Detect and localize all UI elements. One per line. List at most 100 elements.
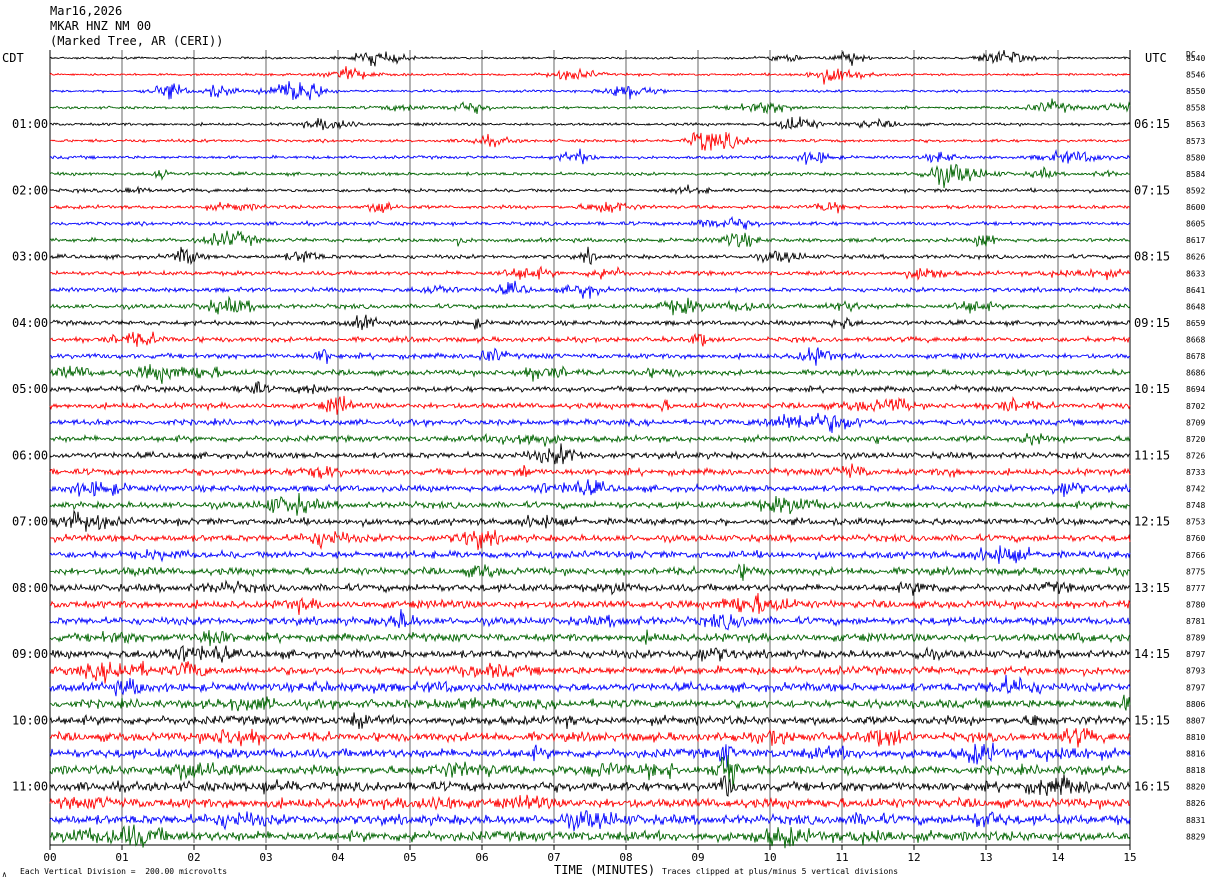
- trace-row: [49, 314, 1131, 331]
- left-time-label: 11:00: [12, 780, 48, 794]
- trace-row: [49, 645, 1131, 663]
- dc-value: 8540: [1186, 54, 1205, 63]
- trace-row: [49, 509, 1131, 532]
- dc-value: 8777: [1186, 584, 1205, 593]
- x-tick-label: 09: [691, 851, 704, 864]
- trace-row: [49, 395, 1131, 415]
- left-time-label: 05:00: [12, 382, 48, 396]
- plot-date: Mar16,2026: [50, 4, 123, 18]
- dc-value: 8797: [1186, 650, 1205, 659]
- trace-row: [49, 674, 1131, 697]
- trace-row: [49, 712, 1131, 730]
- dc-value: 8793: [1186, 667, 1205, 676]
- dc-value: 8600: [1186, 203, 1205, 212]
- x-tick-label: 08: [619, 851, 632, 864]
- dc-value: 8550: [1186, 87, 1205, 96]
- right-time-label: 15:15: [1134, 713, 1170, 727]
- right-time-label: 07:15: [1134, 183, 1170, 197]
- dc-value: 8781: [1186, 617, 1205, 626]
- dc-value: 8573: [1186, 137, 1205, 146]
- right-time-label: 08:15: [1134, 250, 1170, 264]
- right-time-label: 10:15: [1134, 382, 1170, 396]
- x-tick-label: 11: [835, 851, 848, 864]
- trace-row: [49, 629, 1131, 647]
- dc-value: 8760: [1186, 534, 1205, 543]
- right-time-label: 12:15: [1134, 515, 1170, 529]
- dc-value: 8580: [1186, 153, 1205, 162]
- dc-value: 8829: [1186, 832, 1205, 841]
- dc-value: 8826: [1186, 799, 1205, 808]
- trace-row: [49, 331, 1131, 347]
- right-time-label: 14:15: [1134, 647, 1170, 661]
- dc-value: 8818: [1186, 766, 1205, 775]
- right-time-label: 13:15: [1134, 581, 1170, 595]
- trace-row: [49, 381, 1131, 395]
- x-tick-label: 05: [403, 851, 416, 864]
- x-tick-label: 12: [907, 851, 920, 864]
- dc-value: 8659: [1186, 319, 1205, 328]
- dc-value: 8806: [1186, 700, 1205, 709]
- x-tick-label: 13: [979, 851, 992, 864]
- station-id: MKAR HNZ NM 00: [50, 19, 152, 33]
- x-tick-label: 00: [43, 851, 56, 864]
- dc-value: 8641: [1186, 286, 1205, 295]
- trace-row: [49, 163, 1131, 188]
- dc-value: 8797: [1186, 683, 1205, 692]
- x-tick-label: 15: [1123, 851, 1136, 864]
- dc-value: 8807: [1186, 716, 1205, 725]
- x-tick-label: 07: [547, 851, 560, 864]
- dc-value: 8816: [1186, 750, 1205, 759]
- trace-row: [49, 728, 1131, 748]
- trace-row: [49, 579, 1131, 596]
- dc-value: 8820: [1186, 783, 1205, 792]
- x-tick-label: 01: [115, 851, 128, 864]
- trace-row: [49, 479, 1131, 498]
- trace-row: [49, 364, 1131, 384]
- trace-row: [49, 184, 1131, 196]
- dc-value: 8686: [1186, 369, 1205, 378]
- trace-row: [49, 742, 1131, 769]
- dc-value: 8605: [1186, 220, 1205, 229]
- dc-value: 8733: [1186, 468, 1205, 477]
- trace-row: [49, 200, 1131, 214]
- dc-value: 8742: [1186, 485, 1205, 494]
- left-time-label: 07:00: [12, 515, 48, 529]
- trace-row: [49, 529, 1131, 551]
- left-time-label: 01:00: [12, 117, 48, 131]
- dc-value: 8678: [1186, 352, 1205, 361]
- dc-value: 8584: [1186, 170, 1205, 179]
- trace-row: [49, 50, 1131, 67]
- right-time-label: 06:15: [1134, 117, 1170, 131]
- x-axis-label: TIME (MINUTES): [554, 863, 656, 877]
- left-time-label: 03:00: [12, 250, 48, 264]
- dc-value: 8626: [1186, 253, 1205, 262]
- dc-value: 8709: [1186, 418, 1205, 427]
- trace-row: [49, 563, 1131, 581]
- right-time-label: 16:15: [1134, 780, 1170, 794]
- trace-row: [49, 794, 1131, 811]
- right-time-label: 11:15: [1134, 448, 1170, 462]
- trace-row: [49, 230, 1131, 248]
- dc-value: 8558: [1186, 104, 1205, 113]
- trace-row: [49, 755, 1130, 789]
- trace-row: [49, 66, 1131, 85]
- trace-row: [49, 492, 1131, 516]
- dc-value: 8668: [1186, 336, 1205, 345]
- trace-row: [49, 609, 1131, 631]
- dc-value: 8748: [1186, 501, 1205, 510]
- trace-row: [49, 98, 1131, 115]
- trace-row: [49, 810, 1131, 832]
- left-time-label: 06:00: [12, 448, 48, 462]
- dc-value: 8831: [1186, 816, 1205, 825]
- trace-row: [49, 412, 1131, 434]
- trace-row: [49, 433, 1131, 447]
- right-time-label: 09:15: [1134, 316, 1170, 330]
- x-tick-label: 02: [187, 851, 200, 864]
- trace-row: [49, 824, 1131, 849]
- x-tick-label: 10: [763, 851, 776, 864]
- left-time-label: 02:00: [12, 183, 48, 197]
- trace-row: [49, 774, 1131, 797]
- dc-value: 8726: [1186, 451, 1205, 460]
- left-time-label: 08:00: [12, 581, 48, 595]
